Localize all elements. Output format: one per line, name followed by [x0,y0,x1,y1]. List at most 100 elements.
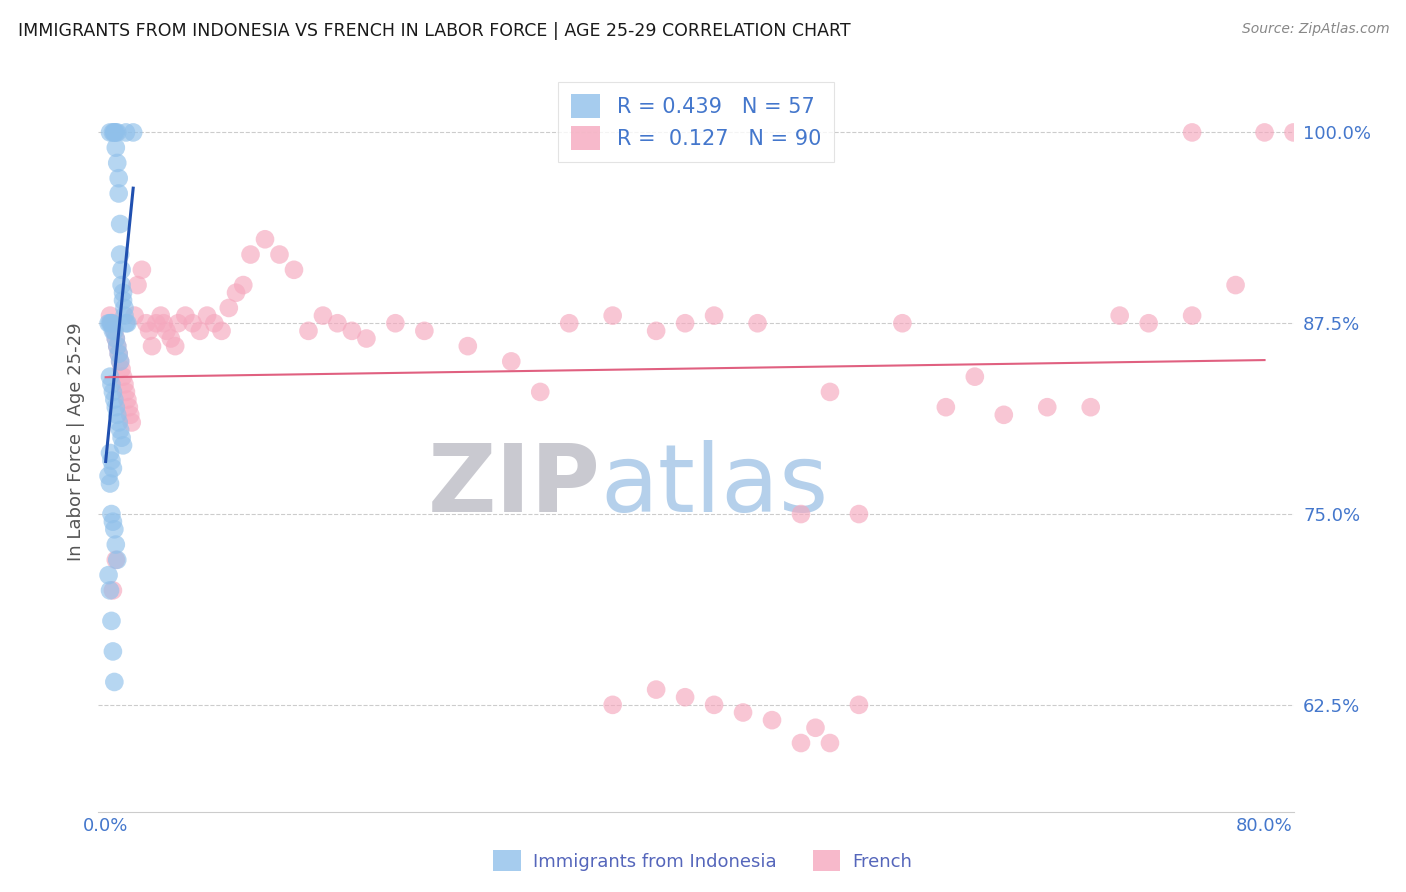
Point [101,515,124,529]
Point [104,331,127,345]
Point [558,316,581,330]
Point [165,339,187,353]
Point [181,316,204,330]
Point [818,736,841,750]
Point [110,262,132,277]
Point [103,522,125,536]
Point [115,125,138,139]
Point [326,316,349,330]
Point [100,316,122,330]
Point [115,384,138,399]
Point [107,416,129,430]
Point [297,324,319,338]
Point [124,309,146,323]
Point [155,324,177,338]
Point [114,377,136,392]
Point [747,316,769,330]
Point [1108,309,1130,323]
Point [103,392,125,407]
Point [101,316,124,330]
Point [1137,316,1160,330]
Point [1225,278,1247,293]
Point [105,553,128,567]
Point [340,324,363,338]
Point [100,614,122,628]
Point [312,309,335,323]
Point [100,316,122,330]
Point [790,736,813,750]
Point [195,309,218,323]
Point [103,675,125,690]
Point [101,583,124,598]
Text: IMMIGRANTS FROM INDONESIA VS FRENCH IN LABOR FORCE | AGE 25-29 CORRELATION CHART: IMMIGRANTS FROM INDONESIA VS FRENCH IN L… [18,22,851,40]
Point [114,309,136,323]
Point [703,698,725,712]
Point [1080,400,1102,414]
Point [1326,125,1348,139]
Point [105,156,128,170]
Point [107,171,129,186]
Point [107,347,129,361]
Point [225,285,247,300]
Point [413,324,436,338]
Point [804,721,827,735]
Point [110,362,132,376]
Point [731,706,754,720]
Point [104,141,127,155]
Legend: R = 0.439   N = 57, R =  0.127   N = 90: R = 0.439 N = 57, R = 0.127 N = 90 [558,82,834,162]
Point [112,285,135,300]
Point [101,461,124,475]
Point [105,339,128,353]
Point [122,125,145,139]
Point [152,316,174,330]
Point [108,217,131,231]
Point [167,316,190,330]
Point [108,354,131,368]
Point [98,309,121,323]
Text: Source: ZipAtlas.com: Source: ZipAtlas.com [1241,22,1389,37]
Point [232,278,254,293]
Point [160,331,183,345]
Point [993,408,1015,422]
Point [127,278,149,293]
Point [103,324,125,338]
Point [645,682,668,697]
Legend: Immigrants from Indonesia, French: Immigrants from Indonesia, French [486,843,920,879]
Point [98,125,121,139]
Point [98,369,121,384]
Point [114,301,136,315]
Point [108,423,131,437]
Point [110,431,132,445]
Point [529,384,551,399]
Point [269,247,291,261]
Point [283,262,305,277]
Point [935,400,957,414]
Point [104,331,127,345]
Point [202,316,225,330]
Point [1036,400,1059,414]
Text: ZIP: ZIP [427,440,600,532]
Text: atlas: atlas [600,440,828,532]
Point [848,698,870,712]
Point [1253,125,1275,139]
Point [253,232,276,246]
Point [103,125,125,139]
Point [457,339,479,353]
Point [101,125,124,139]
Point [101,384,124,399]
Point [117,392,139,407]
Point [1282,125,1305,139]
Point [112,293,135,308]
Point [105,408,128,422]
Point [1181,309,1204,323]
Point [108,354,131,368]
Point [645,324,668,338]
Point [112,438,135,452]
Point [602,698,624,712]
Point [110,278,132,293]
Point [98,476,121,491]
Point [602,309,624,323]
Point [218,301,240,315]
Point [121,416,143,430]
Point [97,568,120,582]
